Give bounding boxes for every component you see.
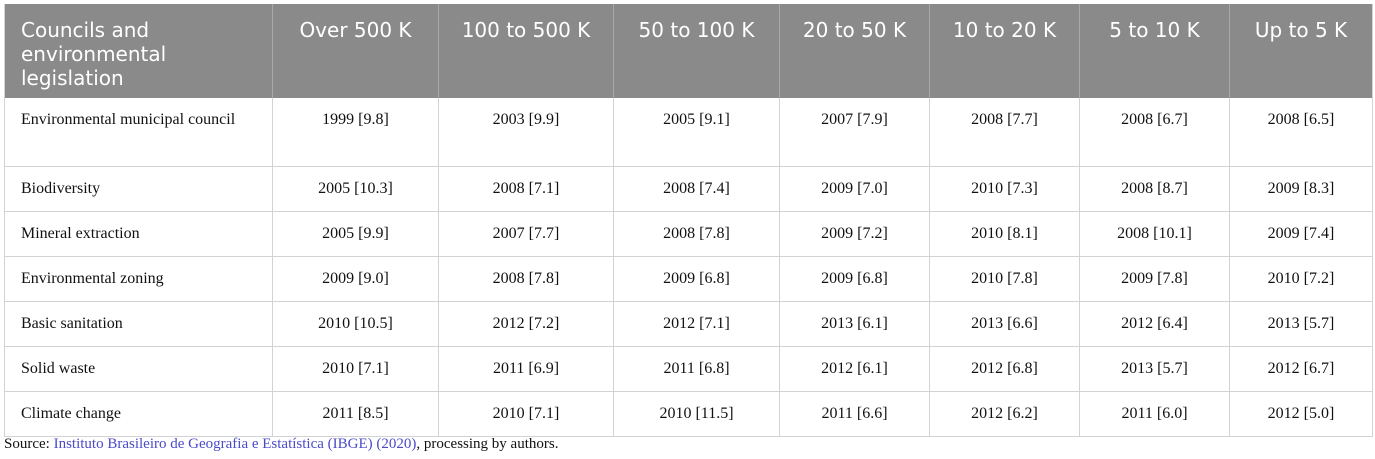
table-cell: 2009 [7.0] [779, 166, 930, 212]
table-cell: 2011 [6.6] [779, 391, 930, 437]
table-row: Solid waste 2010 [7.1] 2011 [6.9] 2011 [… [4, 346, 1373, 392]
table-cell: 2007 [7.7] [438, 211, 614, 257]
header-cell: 20 to 50 K [779, 4, 930, 98]
table-cell: 2011 [8.5] [272, 391, 439, 437]
table-cell: 2012 [6.1] [779, 346, 930, 392]
table-cell: 2008 [8.7] [1079, 166, 1230, 212]
table-cell: 2011 [6.0] [1079, 391, 1230, 437]
table-cell: 2012 [6.2] [929, 391, 1080, 437]
table-cell: 2009 [7.8] [1079, 256, 1230, 302]
table-row: Biodiversity 2005 [10.3] 2008 [7.1] 2008… [4, 166, 1373, 212]
table-cell: 2009 [7.2] [779, 211, 930, 257]
table-cell: 2013 [6.1] [779, 301, 930, 347]
table-cell: 2009 [6.8] [613, 256, 780, 302]
table-cell: 2007 [7.9] [779, 98, 930, 167]
table-cell: 2013 [6.6] [929, 301, 1080, 347]
table-cell: 2013 [5.7] [1229, 301, 1373, 347]
table-row: Environmental zoning 2009 [9.0] 2008 [7.… [4, 256, 1373, 302]
header-cell: 50 to 100 K [613, 4, 780, 98]
table-row: Climate change 2011 [8.5] 2010 [7.1] 201… [4, 391, 1373, 437]
table-cell: 2008 [6.5] [1229, 98, 1373, 167]
header-row: Councils and environmental legislation O… [4, 4, 1373, 98]
header-cell: 100 to 500 K [438, 4, 614, 98]
source-note: Source: Instituto Brasileiro de Geografi… [4, 436, 558, 453]
source-link[interactable]: Instituto Brasileiro de Geografia e Esta… [53, 436, 417, 452]
table-cell: 2010 [8.1] [929, 211, 1080, 257]
table-cell: 2010 [7.1] [438, 391, 614, 437]
header-cell: Councils and environmental legislation [4, 4, 273, 98]
table-cell: 2008 [7.4] [613, 166, 780, 212]
header-cell: 10 to 20 K [929, 4, 1080, 98]
table-cell: 2011 [6.9] [438, 346, 614, 392]
row-label: Climate change [4, 391, 273, 437]
table-cell: 2010 [11.5] [613, 391, 780, 437]
table-cell: 2010 [7.3] [929, 166, 1080, 212]
table-cell: 2010 [7.8] [929, 256, 1080, 302]
row-label: Environmental zoning [4, 256, 273, 302]
data-table: Councils and environmental legislation O… [4, 4, 1373, 437]
table-cell: 2010 [7.2] [1229, 256, 1373, 302]
table-cell: 2012 [5.0] [1229, 391, 1373, 437]
header-cell: 5 to 10 K [1079, 4, 1230, 98]
row-label: Mineral extraction [4, 211, 273, 257]
table-container: Councils and environmental legislation O… [4, 4, 1373, 437]
table-cell: 2009 [6.8] [779, 256, 930, 302]
table-row: Basic sanitation 2010 [10.5] 2012 [7.2] … [4, 301, 1373, 347]
table-cell: 2012 [7.1] [613, 301, 780, 347]
row-label: Environmental municipal council [4, 98, 273, 167]
table-cell: 2010 [10.5] [272, 301, 439, 347]
table-cell: 2012 [6.8] [929, 346, 1080, 392]
table-row: Mineral extraction 2005 [9.9] 2007 [7.7]… [4, 211, 1373, 257]
table-cell: 2009 [8.3] [1229, 166, 1373, 212]
table-cell: 2005 [10.3] [272, 166, 439, 212]
table-cell: 2008 [10.1] [1079, 211, 1230, 257]
table-cell: 2012 [6.4] [1079, 301, 1230, 347]
table-row: Environmental municipal council 1999 [9.… [4, 98, 1373, 167]
table-cell: 1999 [9.8] [272, 98, 439, 167]
table-cell: 2012 [7.2] [438, 301, 614, 347]
table-cell: 2009 [9.0] [272, 256, 439, 302]
header-cell: Up to 5 K [1229, 4, 1373, 98]
table-cell: 2008 [7.8] [438, 256, 614, 302]
table-cell: 2008 [6.7] [1079, 98, 1230, 167]
table-cell: 2008 [7.1] [438, 166, 614, 212]
table-cell: 2009 [7.4] [1229, 211, 1373, 257]
table-cell: 2008 [7.7] [929, 98, 1080, 167]
table-cell: 2010 [7.1] [272, 346, 439, 392]
table-cell: 2008 [7.8] [613, 211, 780, 257]
row-label: Biodiversity [4, 166, 273, 212]
table-cell: 2011 [6.8] [613, 346, 780, 392]
source-prefix: Source: [4, 436, 54, 452]
table-cell: 2012 [6.7] [1229, 346, 1373, 392]
row-label: Solid waste [4, 346, 273, 392]
table-cell: 2013 [5.7] [1079, 346, 1230, 392]
source-suffix: , processing by authors. [416, 436, 559, 452]
table-cell: 2003 [9.9] [438, 98, 614, 167]
header-cell: Over 500 K [272, 4, 439, 98]
table-cell: 2005 [9.1] [613, 98, 780, 167]
table-cell: 2005 [9.9] [272, 211, 439, 257]
row-label: Basic sanitation [4, 301, 273, 347]
